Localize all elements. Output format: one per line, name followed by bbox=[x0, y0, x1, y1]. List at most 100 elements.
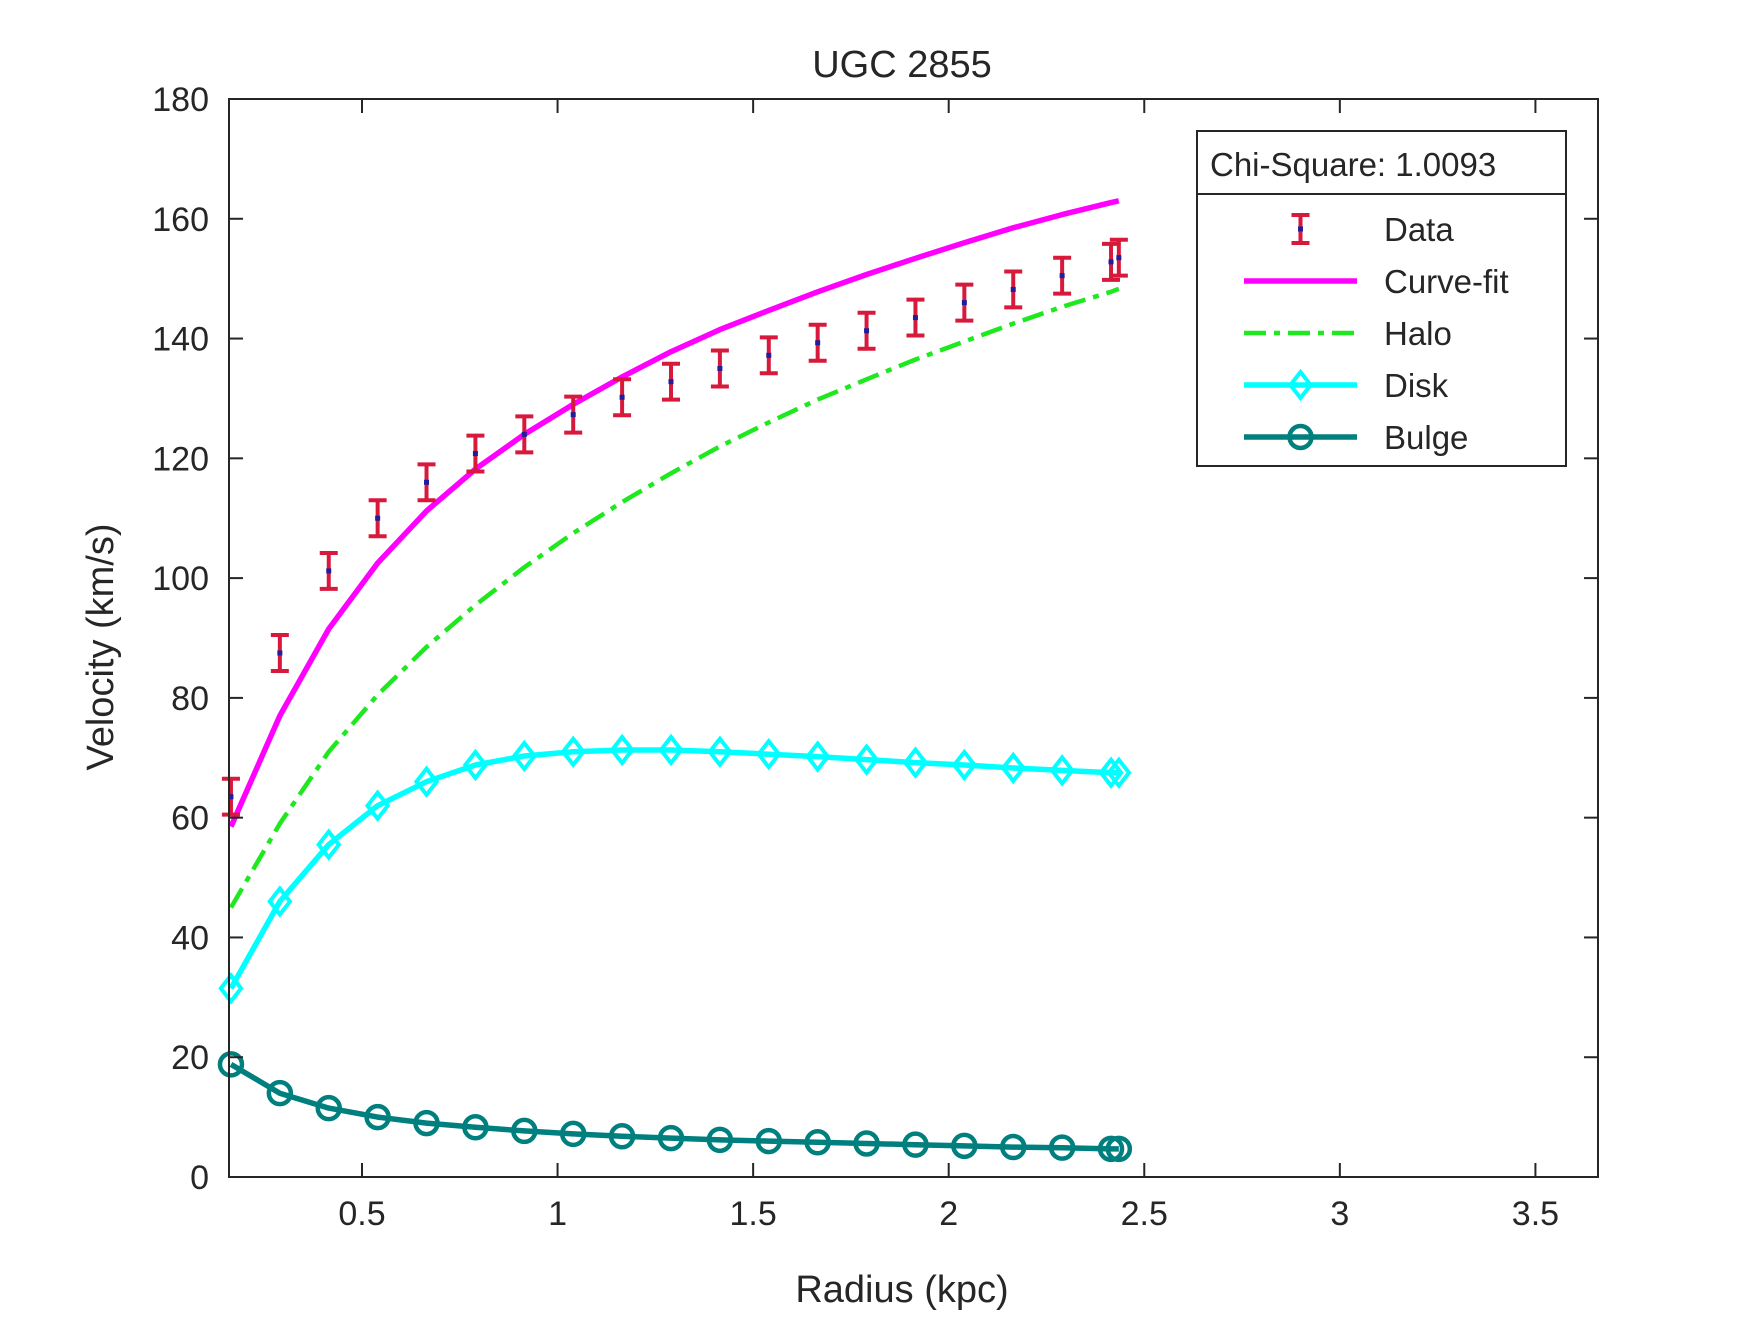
y-tick-label: 100 bbox=[152, 560, 209, 598]
x-tick-label: 2 bbox=[939, 1195, 958, 1233]
legend-header: Chi-Square: 1.0093 bbox=[1210, 146, 1496, 183]
disk-marker bbox=[1000, 751, 1026, 785]
disk-marker bbox=[1049, 754, 1075, 787]
data-point bbox=[912, 315, 918, 321]
chart-title: UGC 2855 bbox=[812, 44, 992, 86]
bulge-marker bbox=[511, 1117, 538, 1145]
y-tick-label: 120 bbox=[152, 440, 209, 478]
bulge-line bbox=[229, 1062, 1119, 1152]
bulge-marker bbox=[217, 1051, 245, 1078]
y-axis-label: Velocity (km/s) bbox=[80, 523, 122, 770]
data-point bbox=[375, 515, 381, 521]
series-curve-fit bbox=[228, 198, 1120, 828]
legend-item-bulge: Bulge bbox=[1244, 419, 1468, 456]
data-point bbox=[619, 394, 625, 400]
legend-box bbox=[1196, 130, 1567, 467]
y-tick-label: 0 bbox=[190, 1159, 209, 1197]
y-tick-label: 160 bbox=[152, 201, 209, 239]
data-point bbox=[277, 650, 283, 656]
y-tick-label: 20 bbox=[171, 1039, 209, 1077]
bulge-marker bbox=[755, 1127, 783, 1155]
data-point bbox=[570, 412, 576, 418]
bulge-marker bbox=[706, 1126, 734, 1154]
legend-label-halo: Halo bbox=[1384, 315, 1452, 352]
y-tick-label: 60 bbox=[171, 800, 209, 838]
legend-disk-marker bbox=[1287, 368, 1314, 402]
plot-area-frame bbox=[228, 98, 1599, 1178]
halo-line bbox=[229, 286, 1120, 909]
data-point bbox=[1010, 286, 1016, 292]
bulge-marker bbox=[902, 1131, 929, 1158]
disk-marker bbox=[218, 972, 244, 1005]
bulge-marker bbox=[853, 1130, 880, 1157]
data-point bbox=[472, 451, 478, 457]
disk-marker bbox=[1106, 756, 1132, 790]
data-point bbox=[424, 479, 430, 485]
disk-marker bbox=[1098, 756, 1124, 790]
disk-marker bbox=[462, 748, 489, 782]
data-point bbox=[961, 300, 967, 306]
data-point bbox=[521, 431, 527, 437]
series-data bbox=[221, 237, 1128, 817]
legend-item-curve-fit: Curve-fit bbox=[1244, 263, 1509, 300]
bulge-marker bbox=[951, 1132, 978, 1160]
bulge-marker bbox=[462, 1114, 489, 1141]
y-tick-label: 140 bbox=[152, 321, 209, 359]
disk-marker bbox=[853, 743, 880, 776]
y-tick-label: 180 bbox=[152, 81, 209, 119]
bulge-marker bbox=[1105, 1135, 1133, 1163]
legend-label-curve-fit: Curve-fit bbox=[1384, 263, 1509, 300]
x-tick-label: 3.5 bbox=[1512, 1195, 1559, 1233]
disk-marker bbox=[804, 740, 831, 773]
bulge-marker bbox=[999, 1133, 1027, 1161]
disk-marker bbox=[609, 733, 635, 767]
data-point bbox=[668, 379, 674, 385]
bulge-marker bbox=[413, 1109, 440, 1137]
legend-label-bulge: Bulge bbox=[1384, 419, 1468, 456]
data-point bbox=[864, 328, 870, 334]
x-tick-label: 2.5 bbox=[1121, 1195, 1168, 1233]
data-point bbox=[717, 366, 723, 371]
disk-marker bbox=[364, 789, 391, 822]
disk-marker bbox=[413, 765, 440, 798]
data-point bbox=[815, 340, 821, 346]
data-point bbox=[1116, 255, 1122, 261]
bulge-marker bbox=[1048, 1134, 1076, 1161]
data-point bbox=[1059, 273, 1065, 279]
disk-marker bbox=[560, 735, 586, 769]
x-tick-label: 1 bbox=[548, 1195, 567, 1233]
y-tick-label: 80 bbox=[171, 680, 209, 718]
series-halo bbox=[229, 286, 1120, 909]
disk-marker bbox=[511, 739, 537, 773]
legend-item-halo: Halo bbox=[1244, 315, 1452, 352]
legend-item-data: Data bbox=[1291, 211, 1454, 248]
legend-label-data: Data bbox=[1384, 211, 1454, 248]
legend-label-disk: Disk bbox=[1384, 367, 1449, 404]
disk-marker bbox=[756, 737, 782, 771]
disk-marker bbox=[951, 748, 978, 782]
legend-bulge-marker bbox=[1287, 423, 1314, 451]
x-axis-label: Radius (kpc) bbox=[795, 1269, 1008, 1311]
bulge-marker bbox=[804, 1129, 831, 1156]
bulge-marker bbox=[559, 1120, 587, 1148]
series-disk bbox=[218, 733, 1132, 1005]
curve-fit-line bbox=[228, 198, 1120, 828]
series-bulge bbox=[217, 1051, 1133, 1163]
bulge-marker bbox=[1097, 1135, 1125, 1163]
legend-data-point bbox=[1298, 226, 1303, 232]
x-tick-label: 0.5 bbox=[338, 1195, 385, 1233]
x-tick-label: 1.5 bbox=[729, 1195, 776, 1233]
bulge-marker bbox=[315, 1094, 342, 1122]
bulge-marker bbox=[364, 1103, 391, 1131]
legend-item-disk: Disk bbox=[1244, 367, 1449, 404]
data-point bbox=[228, 794, 234, 800]
disk-marker bbox=[658, 733, 684, 767]
disk-marker bbox=[902, 746, 929, 779]
y-tick-label: 40 bbox=[171, 919, 209, 957]
disk-marker bbox=[267, 885, 293, 918]
data-point bbox=[326, 568, 332, 574]
data-point bbox=[766, 352, 772, 358]
disk-marker bbox=[707, 735, 733, 769]
